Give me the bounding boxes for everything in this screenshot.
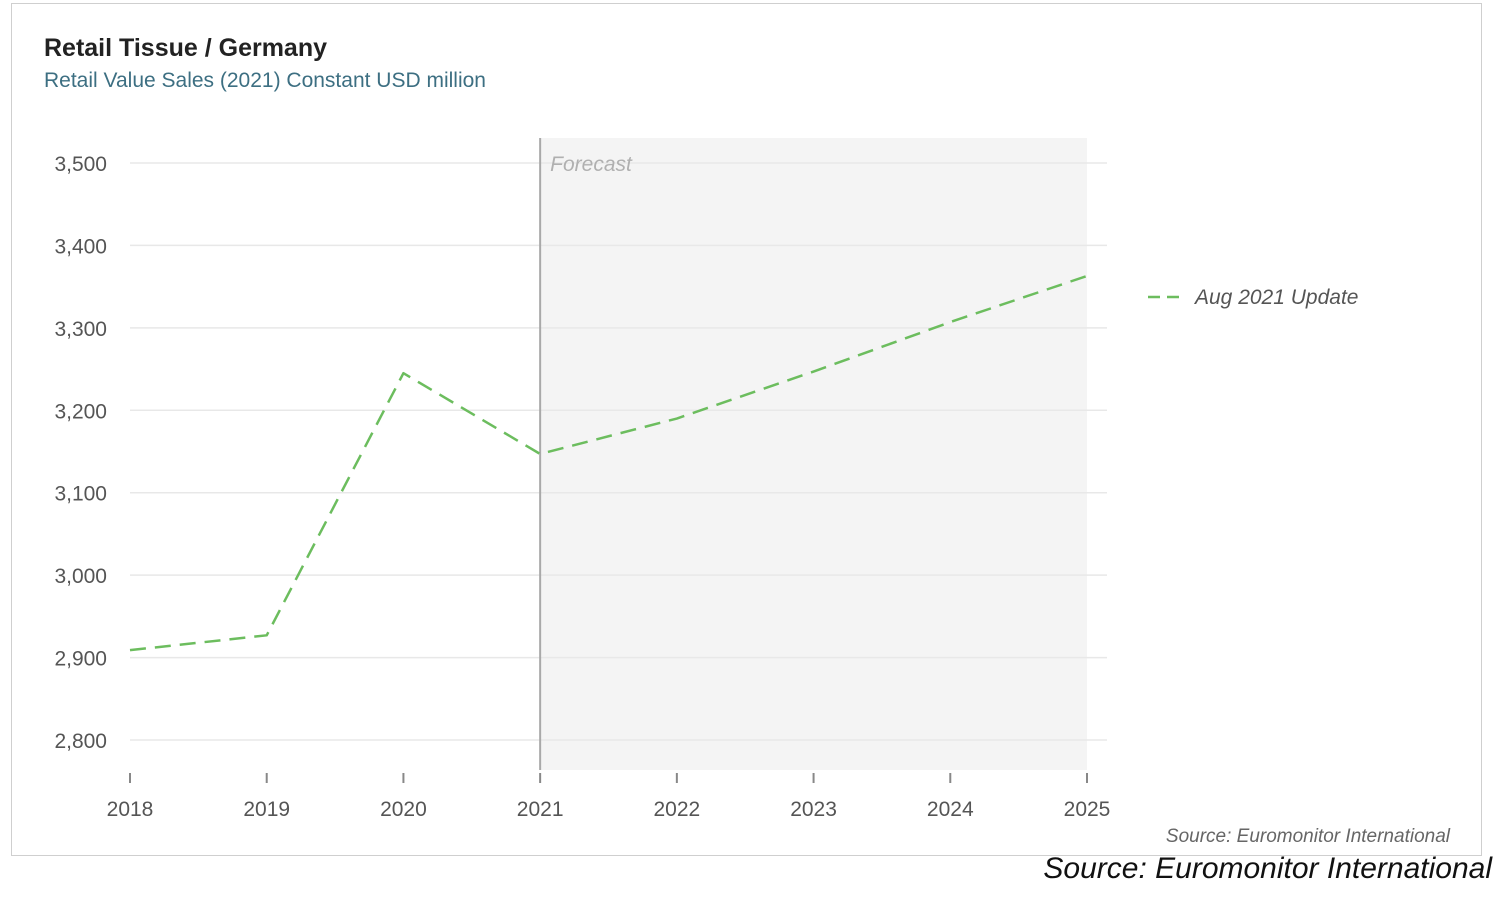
- forecast-region: [540, 138, 1087, 770]
- legend-label: Aug 2021 Update: [1193, 286, 1358, 309]
- y-tick-label: 2,900: [54, 648, 107, 671]
- x-tick-label: 2018: [107, 798, 154, 821]
- chart-title: Retail Tissue / Germany: [44, 34, 327, 63]
- y-tick-label: 3,400: [54, 235, 107, 258]
- forecast-label: Forecast: [550, 153, 633, 176]
- legend[interactable]: Aug 2021 Update: [1148, 286, 1358, 309]
- image-source-caption: Source: Euromonitor International: [1043, 852, 1492, 885]
- x-tick-label: 2024: [927, 798, 974, 821]
- y-tick-label: 3,500: [54, 153, 107, 176]
- legend-item[interactable]: Aug 2021 Update: [1148, 286, 1358, 309]
- x-tick-label: 2025: [1064, 798, 1111, 821]
- y-tick-label: 2,800: [54, 730, 107, 753]
- x-tick-label: 2020: [380, 798, 427, 821]
- x-tick-label: 2022: [653, 798, 700, 821]
- grid: [130, 162, 1107, 741]
- x-axis: 2018 2019 2020 2021 2022 2023 2024 2025: [107, 773, 1111, 821]
- x-tick-label: 2021: [517, 798, 564, 821]
- series-line: [129, 274, 1088, 652]
- y-axis: 2,800 2,900 3,000 3,100 3,200 3,300 3,400 3,500: [54, 153, 107, 753]
- y-tick-label: 3,300: [54, 318, 107, 341]
- x-tick-label: 2019: [243, 798, 290, 821]
- y-tick-label: 3,100: [54, 483, 107, 506]
- chart-title-main: Retail Tissue: [44, 34, 198, 62]
- y-tick-label: 3,000: [54, 565, 107, 588]
- x-tick-label: 2023: [790, 798, 837, 821]
- chart-source: Source: Euromonitor International: [1165, 826, 1450, 847]
- y-tick-label: 3,200: [54, 400, 107, 423]
- chart-title-region: / Germany: [197, 34, 328, 62]
- forecast-shade: [540, 138, 1087, 770]
- series-layer: [129, 274, 1088, 652]
- chart-subtitle: Retail Value Sales (2021) Constant USD m…: [44, 69, 486, 92]
- forecast-divider: Forecast: [539, 138, 633, 770]
